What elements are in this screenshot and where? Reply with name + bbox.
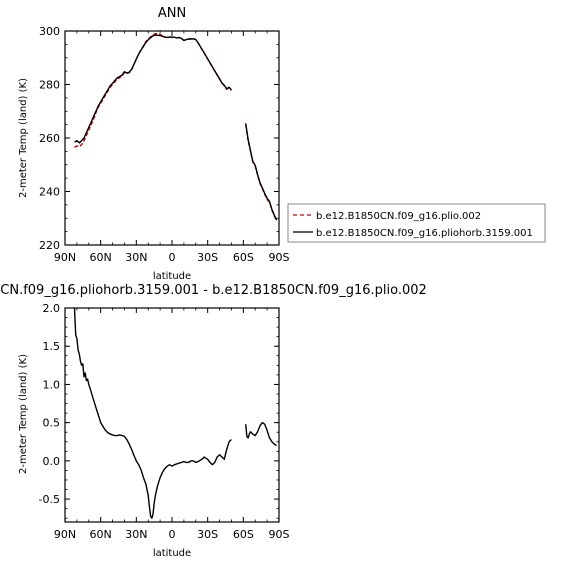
bottom-chart-y-ticks: -0.5 0.0 0.5 1.0 1.5 2.0 [39, 302, 279, 519]
top-series-1-line-segment-0 [74, 34, 232, 144]
bottom-x-tick-label: 90N [54, 528, 76, 541]
bottom-series-0-line-segment-1 [245, 421, 277, 447]
bottom-chart-title: b.e12.B1850CN.f09_g16.pliohorb.3159.001 … [0, 283, 427, 298]
bottom-x-tick-label: 30S [197, 528, 218, 541]
top-chart-y-axis-label: 2-meter Temp (land) (K) [18, 78, 29, 198]
bottom-y-tick-label: 1.5 [43, 340, 61, 353]
bottom-chart-plot-area [64, 307, 280, 523]
top-y-tick-label: 220 [39, 239, 60, 252]
top-x-tick-label: 60S [233, 251, 254, 264]
top-y-tick-label: 280 [39, 79, 60, 92]
top-x-tick-label: 90N [54, 251, 76, 264]
top-x-tick-label: 60N [90, 251, 112, 264]
bottom-chart-frame [64, 307, 280, 523]
bottom-x-tick-label: 60N [90, 528, 112, 541]
legend-label-pliohorb: b.e12.B1850CN.f09_g16.pliohorb.3159.001 [316, 228, 533, 239]
top-y-tick-label: 240 [39, 186, 60, 199]
legend-label-plio: b.e12.B1850CN.f09_g16.plio.002 [316, 211, 481, 222]
top-x-tick-label: 30N [125, 251, 147, 264]
bottom-x-tick-label: 0 [169, 528, 176, 541]
top-series-0-line-segment-1 [245, 124, 278, 222]
bottom-y-tick-label: 0.5 [43, 417, 61, 430]
bottom-y-tick-label: 1.0 [43, 378, 61, 391]
bottom-chart-x-axis-label: latitude [153, 548, 191, 559]
bottom-x-tick-label: 30N [125, 528, 147, 541]
top-chart-plot-area [64, 30, 280, 246]
bottom-series-0-line-segment-0 [73, 307, 232, 519]
legend-box [287, 203, 546, 243]
top-chart-legend: b.e12.B1850CN.f09_g16.plio.002 b.e12.B18… [287, 203, 546, 243]
top-chart-panel: ANN 90N 60N 30N 0 30S 60S 90S 220240260280300 … [18, 6, 290, 282]
top-x-tick-label: 30S [197, 251, 218, 264]
top-chart-y-ticks: 220 240 260 280 300 [39, 25, 279, 252]
bottom-chart-x-ticks: 90N 60N 30N 0 30S 60S 90S [54, 308, 290, 541]
top-y-tick-label: 300 [39, 25, 60, 38]
top-x-tick-label: 90S [269, 251, 290, 264]
top-chart-x-axis-label: latitude [153, 271, 191, 282]
top-chart-frame [64, 30, 280, 246]
bottom-x-tick-label: 60S [233, 528, 254, 541]
bottom-y-tick-label: 0.0 [43, 455, 61, 468]
top-y-tick-label: 260 [39, 132, 60, 145]
bottom-y-tick-label: 2.0 [43, 302, 61, 315]
top-chart-x-ticks: 90N 60N 30N 0 30S 60S 90S [54, 31, 290, 264]
top-series-0-line-segment-0 [74, 33, 232, 149]
bottom-y-tick-label: -0.5 [39, 493, 60, 506]
bottom-x-tick-label: 90S [269, 528, 290, 541]
bottom-chart-y-axis-label: 2-meter Temp (land) (K) [18, 354, 29, 474]
top-series-1-line-segment-1 [245, 123, 278, 221]
top-x-tick-label: 0 [169, 251, 176, 264]
top-chart-title: ANN [158, 6, 186, 21]
bottom-chart-panel: b.e12.B1850CN.f09_g16.pliohorb.3159.001 … [0, 283, 427, 559]
